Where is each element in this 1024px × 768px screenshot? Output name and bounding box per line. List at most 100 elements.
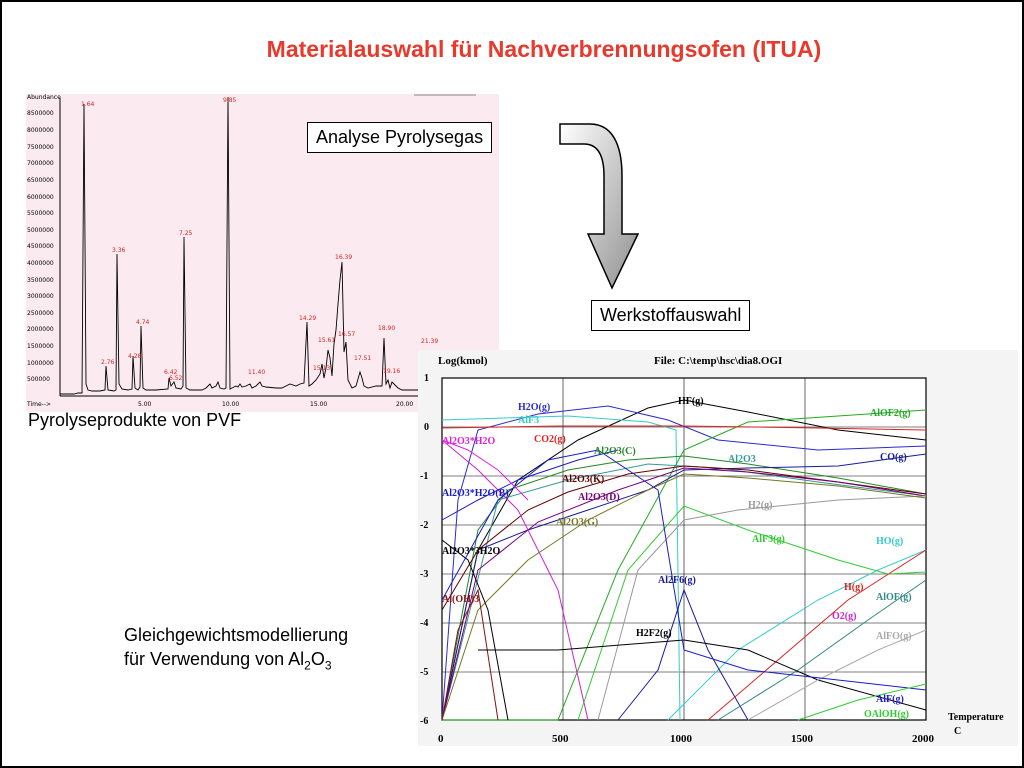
curve-al2o3-k: [441, 465, 927, 611]
equil-label-line2: für Verwendung von Al2O3: [124, 647, 348, 674]
curve-al2o3-h2o-b: [441, 449, 619, 521]
species-label-alf3: AlF3: [518, 415, 539, 426]
chromatogram-peak-label: 16.39: [335, 254, 352, 261]
species-label-h2: H2(g): [748, 500, 772, 511]
curve-al2o3-c: [441, 455, 927, 721]
chromatogram-ytick: 1000000: [27, 360, 54, 367]
analyse-pyrolysegas-box: Analyse Pyrolysegas: [307, 122, 493, 153]
chromatogram-peak-label: 15.13: [313, 365, 330, 372]
chromatogram-ytick: 7500000: [27, 144, 54, 151]
chromatogram-ytick: 4000000: [27, 260, 54, 267]
equil-ytick: -2: [420, 520, 428, 531]
curve-aloF2: [442, 409, 927, 721]
flow-arrow-icon: [559, 123, 640, 290]
equil-ytick: -1: [420, 471, 428, 482]
species-label-al-oh3: Al(OH)3: [442, 594, 479, 605]
equil-ytick: 0: [424, 422, 429, 433]
chromatogram-peak-label: 6.52: [169, 375, 183, 382]
equil-yticks: 1 0 -1 -2 -3 -4 -5 -6: [420, 373, 429, 727]
equil-xtick: 2000: [912, 733, 935, 745]
chromatogram-plot: Abundance 8500000 8000000 7500000 700000…: [26, 94, 496, 408]
species-label-al2o3-3h2o: Al2O3*3H2O: [442, 546, 501, 557]
chromatogram-peak-label: 16.57: [338, 331, 355, 338]
chromatogram-ytick: 500000: [27, 376, 50, 383]
chromatogram-trace: [60, 96, 496, 395]
chromatogram-peak-label: 14.29: [299, 315, 316, 322]
chromatogram-peak-label: 4.74: [136, 319, 150, 326]
chromatogram-ytick: 2500000: [27, 310, 54, 317]
species-label-al2o3-h2o-b: Al2O3*H2O(B): [442, 488, 509, 499]
chromatogram-peak-label: 4.28: [128, 353, 142, 360]
pyro-label: Pyrolyseprodukte von PVF: [28, 410, 242, 430]
chromatogram-ytick: 4500000: [27, 243, 54, 250]
chromatogram-peak-label: 15.61: [318, 337, 335, 344]
curve-ho: [667, 549, 927, 721]
equil-label-mid: O: [310, 649, 325, 670]
species-label-al2o3-h2o: Al2O3*H2O: [442, 436, 496, 447]
chromatogram-ytick: 2000000: [27, 326, 54, 333]
curve-al2o3-h2o: [441, 439, 529, 501]
chromatogram-ytick: 6500000: [27, 177, 54, 184]
equil-ytick: -3: [420, 569, 428, 580]
chromatogram-peak-label: 18.90: [378, 325, 395, 332]
chromatogram-ytick: 7000000: [27, 160, 54, 167]
equil-label-sub2: 3: [324, 658, 332, 673]
chromatogram-ytick: 6000000: [27, 194, 54, 201]
equil-xticks: 0 500 1000 1500 2000: [438, 733, 935, 745]
curve-al2o3-3h2o: [441, 539, 509, 721]
equil-ytick: -6: [420, 716, 428, 727]
chromatogram-peak-label: 7.25: [179, 230, 193, 237]
species-label-alfo: AlFO(g): [876, 631, 912, 642]
curve-al2f6: [617, 588, 749, 721]
species-label-alf3-g: AlF3(g): [752, 534, 785, 545]
chromatogram-xticks: 5.00 10.00 15.00 20.00: [138, 401, 413, 408]
equilibrium-diagram: Log(kmol) File: C:\temp\hsc\dia8.OGI 1 0…: [418, 350, 1018, 746]
chromatogram-xlabel: Time-->: [26, 401, 51, 408]
species-label-o2: O2(g): [832, 611, 856, 622]
species-label-al2o3-k: Al2O3(K): [562, 474, 604, 485]
chromatogram-xtick: 15.00: [310, 401, 327, 408]
chromatogram-peak-label: 1.64: [81, 101, 95, 108]
werkstoffauswahl-box: Werkstoffauswahl: [591, 300, 751, 331]
chromatogram-ytick: 3500000: [27, 277, 54, 284]
equil-label-sub1: 2: [304, 658, 311, 673]
species-label-al2o3-d: Al2O3(D): [578, 492, 620, 503]
curve-al2o3-d: [441, 467, 927, 721]
chromatogram-peak-label: 11.40: [248, 369, 265, 376]
species-label-hf: HF(g): [678, 396, 704, 407]
species-label-oaloh: OAlOH(g): [864, 709, 909, 720]
chromatogram-ytick: 8500000: [27, 110, 54, 117]
curve-alfo: [747, 629, 927, 721]
equil-xtick: 1500: [791, 733, 814, 745]
chromatogram-peak-label: 2.76: [101, 359, 115, 366]
chromatogram-yticks: 8500000 8000000 7500000 7000000 6500000 …: [27, 110, 54, 383]
species-label-ho: HO(g): [876, 536, 903, 547]
curve-h: [707, 549, 927, 721]
curve-o2: [441, 439, 589, 721]
species-label-al2o3-c: Al2O3(C): [594, 446, 636, 457]
chromatogram-peak-label: 19.16: [383, 368, 400, 375]
equil-xlabel-line2: C: [954, 726, 961, 737]
chromatogram-xtick: 20.00: [396, 401, 413, 408]
slide-title: Materialauswahl für Nachverbrennungsofen…: [266, 36, 822, 62]
species-label-h: H(g): [844, 582, 863, 593]
chromatogram-ytick: 5000000: [27, 227, 54, 234]
chromatogram-ytick: 3000000: [27, 293, 54, 300]
equil-label: Gleichgewichtsmodellierung für Verwendun…: [124, 623, 348, 674]
equil-xlabel-line1: Temperature: [948, 712, 1004, 723]
species-label-al2o3-g: Al2O3(G): [556, 517, 598, 528]
equil-ytick: 1: [424, 373, 429, 384]
chromatogram-xtick: 5.00: [138, 401, 152, 408]
equil-grid: [442, 378, 926, 720]
curve-co2: [441, 425, 927, 431]
chromatogram-peak-label: 3.36: [112, 247, 126, 254]
chromatogram-ylabel: Abundance: [27, 94, 61, 101]
equil-xtick: 0: [438, 733, 444, 745]
species-label-h2o: H2O(g): [518, 402, 550, 413]
species-label-alof: AlOF(g): [876, 592, 912, 603]
chromatogram-peak-label: 17.51: [354, 355, 371, 362]
curve-h2o: [441, 405, 927, 721]
species-label-h2f2: H2F2(g): [636, 628, 672, 639]
equil-curves: [441, 399, 927, 721]
